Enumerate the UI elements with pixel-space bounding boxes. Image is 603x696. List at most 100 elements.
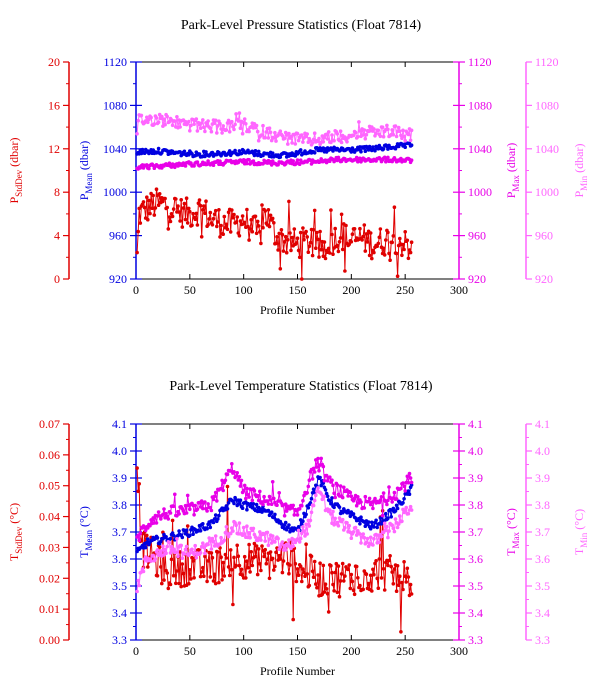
chart-panel-pressure: Park-Level Pressure Statistics (Float 78… — [7, 18, 589, 317]
data-point-min — [188, 551, 192, 556]
data-point-max — [340, 495, 345, 500]
data-point-min — [391, 526, 396, 531]
data-point-mean — [226, 501, 231, 505]
data-point-min — [361, 133, 366, 137]
y-tick-label-max: 3.7 — [468, 525, 483, 539]
data-point-mean — [177, 529, 181, 533]
data-point-sd — [346, 567, 350, 572]
data-point-sd — [326, 610, 331, 614]
data-point-sd — [223, 552, 228, 557]
data-point-sd — [221, 232, 225, 236]
data-point-min — [403, 509, 408, 513]
data-point-min — [174, 550, 178, 554]
data-point-min — [362, 128, 367, 132]
data-point-min — [386, 535, 390, 540]
data-point-sd — [381, 246, 386, 251]
data-point-sd — [292, 227, 297, 231]
data-point-sd — [191, 559, 195, 563]
data-point-min — [167, 540, 172, 545]
data-point-mean — [309, 496, 314, 501]
data-point-min — [163, 122, 167, 127]
data-point-sd — [211, 216, 216, 221]
data-point-sd — [387, 558, 391, 563]
data-point-max — [349, 494, 354, 499]
data-point-min — [266, 543, 271, 548]
data-point-mean — [351, 512, 356, 516]
data-point-max — [356, 159, 360, 164]
y-tick-label-mean: 3.5 — [112, 579, 127, 593]
data-point-mean — [273, 512, 277, 517]
data-point-min — [340, 517, 345, 522]
data-point-min — [255, 129, 260, 134]
data-point-sd — [398, 574, 402, 578]
data-point-min — [272, 136, 276, 140]
data-point-max — [223, 478, 228, 483]
data-point-sd — [198, 574, 203, 579]
data-point-max — [316, 456, 320, 461]
data-point-max — [277, 491, 282, 495]
data-point-sd — [178, 219, 182, 223]
data-point-min — [247, 531, 251, 535]
data-point-sd — [190, 555, 194, 560]
data-point-mean — [287, 523, 291, 527]
data-point-sd — [379, 576, 384, 580]
data-point-min — [176, 554, 180, 558]
data-point-sd — [162, 578, 166, 582]
data-point-sd — [230, 567, 234, 572]
data-point-sd — [389, 564, 394, 569]
data-point-sd — [388, 258, 392, 263]
data-point-sd — [222, 214, 227, 219]
data-point-sd — [286, 238, 290, 242]
data-point-max — [409, 158, 414, 162]
data-point-sd — [302, 237, 306, 242]
y-tick-label-mean: 3.9 — [112, 471, 127, 485]
data-point-sd — [219, 555, 223, 559]
data-point-sd — [270, 556, 275, 561]
data-point-min — [328, 508, 332, 512]
data-point-sd — [145, 195, 149, 199]
data-point-sd — [199, 570, 204, 574]
data-point-sd — [278, 267, 283, 271]
data-point-mean — [217, 513, 221, 518]
data-point-max — [354, 503, 359, 508]
data-point-max — [378, 498, 383, 502]
data-point-max — [164, 511, 168, 516]
y-tick-label-sd: 0.01 — [39, 602, 60, 616]
data-point-mean — [198, 529, 203, 533]
data-point-sd — [267, 224, 272, 229]
data-point-sd — [184, 196, 189, 200]
data-point-max — [291, 503, 296, 508]
data-point-mean — [312, 151, 317, 155]
data-point-min — [237, 111, 242, 115]
data-point-min — [164, 551, 168, 555]
data-point-max — [401, 481, 405, 485]
data-point-sd — [310, 569, 315, 574]
data-point-sd — [333, 226, 338, 231]
data-point-sd — [254, 231, 259, 236]
data-point-min — [329, 512, 333, 516]
data-point-max — [245, 161, 249, 166]
data-point-mean — [178, 150, 182, 154]
data-point-min — [192, 552, 196, 557]
series-max — [135, 456, 414, 543]
data-point-sd — [381, 567, 386, 571]
data-point-max — [292, 513, 297, 517]
data-point-sd — [151, 193, 155, 198]
data-point-min — [155, 548, 160, 552]
data-point-mean — [331, 149, 335, 153]
data-point-sd — [256, 547, 261, 551]
data-point-mean — [381, 147, 386, 151]
data-point-sd — [201, 565, 205, 570]
data-point-mean — [370, 520, 374, 525]
data-point-max — [201, 506, 205, 511]
data-point-mean — [225, 507, 230, 511]
data-point-min — [234, 112, 238, 116]
data-point-min — [199, 121, 204, 125]
y-tick-label-min: 3.6 — [535, 552, 550, 566]
data-point-mean — [156, 146, 161, 151]
data-point-min — [409, 128, 414, 133]
data-point-max — [146, 526, 150, 530]
y-tick-label-mean: 920 — [109, 272, 127, 286]
data-point-max — [346, 494, 350, 498]
data-point-sd — [236, 231, 241, 235]
